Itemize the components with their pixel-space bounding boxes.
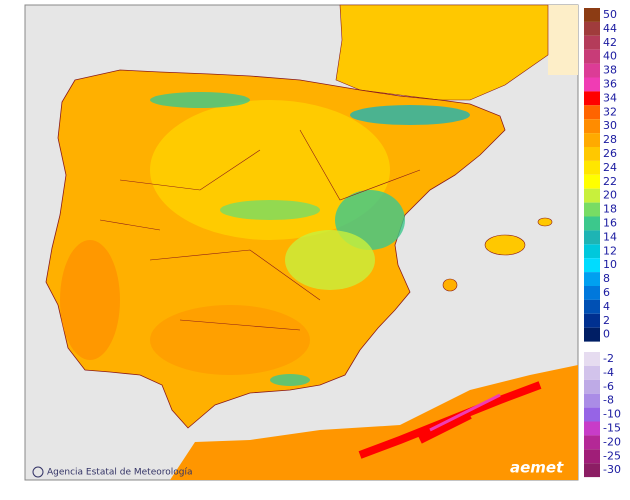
legend-label: 20 (603, 189, 617, 202)
legend-label: 40 (603, 50, 617, 63)
legend-label: -10 (603, 408, 621, 421)
cool-zone (350, 105, 470, 125)
legend-swatch (584, 105, 600, 120)
legend-label: 6 (603, 286, 610, 299)
ibiza (442, 278, 458, 292)
legend-swatch (584, 272, 600, 286)
cool-zone (270, 374, 310, 386)
legend-swatch (584, 244, 600, 259)
legend-label: -25 (603, 449, 621, 462)
legend-label: 14 (603, 230, 617, 243)
legend: 5044424038363432302826242220181614121086… (584, 8, 621, 478)
legend-label: -4 (603, 366, 614, 379)
legend-label: -8 (603, 394, 614, 407)
legend-label: -6 (603, 380, 614, 393)
legend-label: 12 (603, 244, 617, 257)
legend-swatch (584, 188, 600, 203)
meseta (150, 100, 390, 240)
legend-swatch (584, 21, 600, 36)
legend-label: -15 (603, 421, 621, 434)
legend-label: 42 (603, 36, 617, 49)
legend-label: 18 (603, 203, 617, 216)
legend-swatch (584, 407, 600, 422)
cool-zone (285, 230, 375, 290)
legend-swatch (584, 216, 600, 231)
legend-swatch (584, 421, 600, 436)
legend-label: 0 (603, 328, 610, 341)
legend-label: 16 (603, 216, 617, 229)
legend-swatch (584, 8, 600, 22)
credit: Agencia Estatal de Meteorología (47, 468, 193, 478)
legend-swatch (584, 449, 600, 464)
legend-swatch (584, 160, 600, 175)
legend-swatch (584, 393, 600, 408)
legend-swatch (584, 327, 600, 342)
legend-swatch (584, 230, 600, 245)
legend-swatch (584, 379, 600, 394)
legend-label: -2 (603, 352, 614, 365)
legend-swatch (584, 352, 600, 366)
africa (170, 365, 578, 480)
legend-swatch (584, 91, 600, 106)
legend-swatch (584, 299, 600, 314)
legend-label: -30 (603, 463, 621, 476)
hot-zone (429, 393, 501, 432)
legend-swatch (584, 147, 600, 161)
menorca (537, 217, 553, 227)
credit-icon (32, 466, 44, 478)
legend-swatch (584, 133, 600, 147)
legend-label: 38 (603, 64, 617, 77)
hot-zone (150, 305, 310, 375)
legend-swatch (584, 35, 600, 50)
legend-swatch (584, 119, 600, 134)
cool-zone (150, 92, 250, 108)
legend-swatch (584, 313, 600, 328)
logo: aemet (510, 459, 564, 477)
borders (99, 129, 421, 331)
map-edge (548, 5, 578, 75)
legend-swatch (584, 286, 600, 300)
legend-swatch (584, 365, 600, 380)
legend-swatch (584, 435, 600, 450)
legend-label: 44 (603, 22, 617, 35)
legend-label: 4 (603, 300, 610, 313)
legend-label: 26 (603, 147, 617, 160)
legend-label: -20 (603, 435, 621, 448)
legend-label: 24 (603, 161, 617, 174)
legend-label: 8 (603, 272, 610, 285)
legend-label: 28 (603, 133, 617, 146)
legend-swatch (584, 63, 600, 78)
legend-label: 2 (603, 314, 610, 327)
legend-swatch (584, 258, 600, 273)
legend-swatch (584, 202, 600, 217)
legend-swatch (584, 174, 600, 189)
legend-label: 30 (603, 119, 617, 132)
legend-swatch (584, 77, 600, 92)
legend-swatch (584, 463, 600, 478)
legend-swatch (584, 49, 600, 64)
hot-zone (60, 240, 120, 360)
legend-label: 22 (603, 175, 617, 188)
legend-label: 10 (603, 258, 617, 271)
cool-zone (220, 200, 320, 220)
legend-label: 34 (603, 91, 617, 104)
mallorca (484, 234, 526, 256)
legend-label: 36 (603, 77, 617, 90)
legend-label: 32 (603, 105, 617, 118)
legend-label: 50 (603, 8, 617, 21)
